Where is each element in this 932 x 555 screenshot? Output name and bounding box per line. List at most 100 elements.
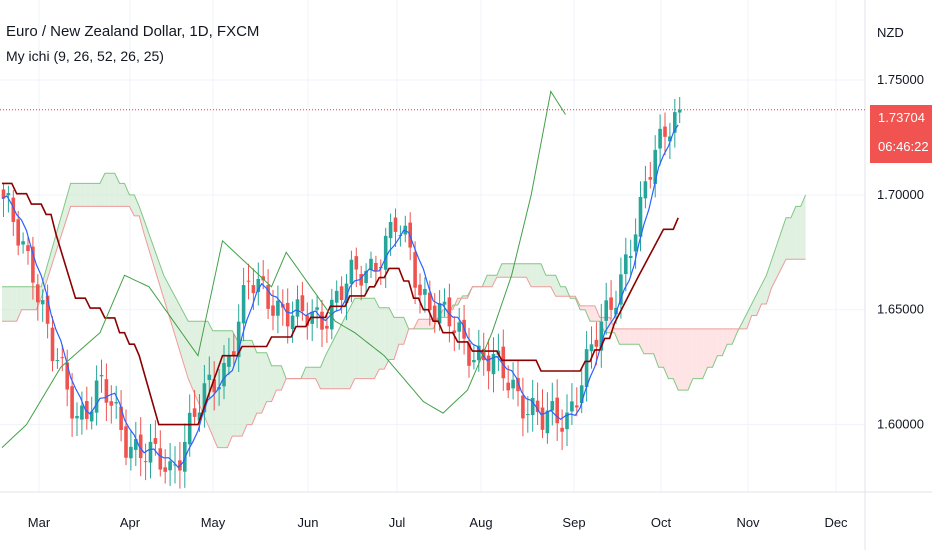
- candle-body: [452, 330, 457, 333]
- candle-body: [80, 405, 84, 420]
- candle-body: [481, 348, 486, 361]
- candle-body: [374, 262, 378, 272]
- candle-body: [575, 405, 579, 408]
- candle-body: [535, 400, 540, 413]
- cloud-segment: [639, 328, 644, 354]
- candle-body: [506, 382, 510, 391]
- cloud-segment: [104, 173, 110, 207]
- cloud-segment: [129, 194, 135, 216]
- candle-body: [31, 246, 35, 283]
- x-tick-label: Jul: [389, 515, 406, 530]
- candle-body: [668, 136, 672, 142]
- candle-body: [305, 315, 310, 326]
- cloud-segment: [697, 328, 703, 379]
- candle-body: [521, 395, 525, 419]
- candle-body: [290, 315, 295, 330]
- cloud-segment: [31, 286, 37, 310]
- candle-body: [579, 385, 584, 404]
- candle-body: [65, 362, 69, 390]
- cloud-segment: [678, 328, 684, 391]
- cloud-segment: [403, 317, 409, 345]
- candle-body: [359, 274, 363, 286]
- candle-body: [619, 274, 623, 305]
- cloud-segment: [75, 183, 81, 207]
- candle-body: [85, 401, 89, 419]
- candle-body: [104, 379, 109, 403]
- candle-body: [295, 299, 300, 317]
- candle-body: [183, 441, 187, 472]
- candle-body: [6, 193, 11, 196]
- candle-body: [55, 360, 60, 362]
- cloud-segment: [648, 328, 654, 354]
- candle-body: [236, 321, 241, 358]
- x-tick-label: Sep: [562, 515, 585, 530]
- cloud-segment: [85, 183, 91, 207]
- cloud-segment: [541, 263, 546, 287]
- candle-body: [11, 197, 16, 222]
- cloud-segment: [384, 307, 390, 370]
- cloud-segment: [688, 328, 693, 391]
- cloud-segment: [379, 307, 385, 370]
- cloud-segment: [90, 183, 96, 207]
- cloud-segment: [668, 328, 674, 379]
- cloud-segment: [398, 317, 404, 345]
- candle-body: [251, 285, 256, 294]
- candle-body: [673, 112, 677, 133]
- candle-body: [643, 181, 648, 199]
- candle-body: [315, 307, 319, 310]
- cloud-segment: [188, 321, 194, 391]
- cloud-segment: [374, 298, 380, 379]
- candle-body: [276, 300, 280, 316]
- cloud-segment: [335, 326, 341, 389]
- candle-body: [604, 300, 608, 321]
- cloud-segment: [266, 352, 272, 402]
- cloud-segment: [222, 330, 228, 448]
- cloud-segment: [619, 328, 625, 345]
- cloud-segment: [771, 246, 777, 289]
- cloud-segment: [310, 367, 316, 379]
- cloud-segment: [80, 183, 86, 207]
- cloud-segment: [658, 328, 664, 368]
- candle-body: [163, 467, 167, 472]
- cloud-segment: [21, 286, 27, 310]
- candle-body: [442, 301, 447, 305]
- cloud-segment: [423, 319, 429, 329]
- cloud-segment: [193, 321, 198, 402]
- candle-body: [599, 321, 604, 351]
- candle-body: [207, 374, 212, 380]
- candle-body: [325, 325, 329, 329]
- candle-body: [555, 397, 559, 424]
- candle-body: [153, 438, 158, 444]
- indicator-label[interactable]: My ichi (9, 26, 52, 26, 25): [6, 48, 164, 64]
- candle-body: [16, 219, 20, 246]
- cloud-segment: [46, 252, 51, 283]
- candle-body: [584, 349, 589, 388]
- cloud-segment: [345, 307, 350, 389]
- cloud-segment: [325, 346, 331, 389]
- candle-body: [60, 357, 65, 359]
- cloud-segment: [369, 298, 375, 379]
- senkou-span-b-line: [2, 205, 806, 449]
- cloud-segment: [536, 263, 541, 287]
- cloud-segment: [634, 328, 639, 345]
- candle-body: [187, 412, 192, 445]
- candle-body: [624, 254, 628, 275]
- cloud-segment: [629, 328, 635, 345]
- cloud-segment: [702, 328, 708, 379]
- candle-body: [638, 197, 643, 237]
- cloud-segment: [163, 275, 169, 315]
- x-tick-label: Mar: [28, 515, 51, 530]
- cloud-segment: [153, 247, 159, 283]
- candle-body: [285, 302, 290, 327]
- candle-body: [158, 448, 163, 470]
- candle-body: [148, 441, 153, 463]
- x-tick-label: Aug: [469, 515, 492, 530]
- cloud-segment: [683, 328, 688, 391]
- cloud-segment: [178, 302, 184, 363]
- candle-body: [227, 355, 231, 367]
- cloud-segment: [134, 194, 140, 216]
- cloud-segment: [251, 340, 257, 425]
- cloud-segment: [555, 275, 561, 297]
